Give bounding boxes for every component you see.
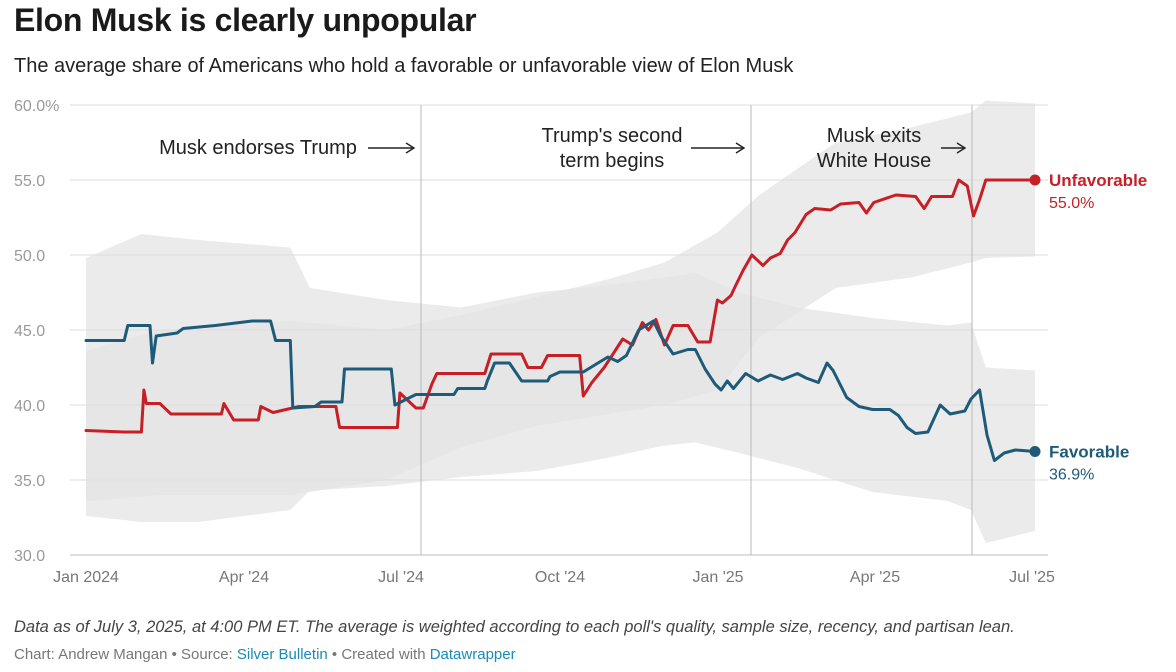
series-lines xyxy=(84,174,1041,462)
credits-created: • Created with xyxy=(327,646,430,663)
unfavorable-line xyxy=(84,178,1037,434)
x-tick-label: Jan 2024 xyxy=(53,569,119,586)
favorable-end-dot xyxy=(1029,446,1041,457)
favorable-value-label: 36.9% xyxy=(1049,467,1094,484)
unfavorable-value-label: 55.0% xyxy=(1049,195,1094,212)
x-tick-label: Jul '25 xyxy=(1009,569,1055,586)
x-tick-label: Apr '25 xyxy=(850,569,900,586)
y-tick-label: 35.0 xyxy=(14,473,45,490)
x-tick-label: Jul '24 xyxy=(378,569,424,586)
y-tick-label: 45.0 xyxy=(14,323,45,340)
credits-author: Chart: Andrew Mangan • Source: xyxy=(14,646,237,663)
y-tick-label: 30.0 xyxy=(14,548,45,565)
y-tick-label: 60.0% xyxy=(14,98,59,115)
annotation-text: term begins xyxy=(560,150,665,172)
chart-title: Elon Musk is clearly unpopular xyxy=(14,2,477,38)
chart-grid: 60.0% 55.0 50.0 45.0 40.0 35.0 30.0 Jan 2024 Apr… xyxy=(14,98,1055,586)
line-chart: 60.0% 55.0 50.0 45.0 40.0 35.0 30.0 Jan 2024 Apr… xyxy=(14,98,1147,586)
annotation-text: Musk endorses Trump xyxy=(159,137,357,159)
y-tick-label: 50.0 xyxy=(14,248,45,265)
favorable-series-label: Favorable xyxy=(1049,443,1129,462)
favorable-line xyxy=(84,319,1037,462)
unfavorable-series-label: Unfavorable xyxy=(1049,171,1147,190)
credits-line: Chart: Andrew Mangan • Source: Silver Bu… xyxy=(14,646,516,663)
annotation-text: Trump's second xyxy=(542,125,683,147)
annotation-text: White House xyxy=(817,150,932,172)
source-link[interactable]: Silver Bulletin xyxy=(236,646,328,663)
x-tick-label: Jan '25 xyxy=(692,569,743,586)
x-tick-label: Apr '24 xyxy=(219,569,269,586)
y-tick-label: 40.0 xyxy=(14,398,45,415)
annotation-arrowhead xyxy=(405,142,416,154)
annotation-lines: Musk endorses Trump Trump's second term be… xyxy=(159,105,973,555)
chart-labels: Unfavorable 55.0% Favorable 36.9% xyxy=(1049,171,1147,484)
annotation-arrowhead xyxy=(735,142,746,154)
datawrapper-link[interactable]: Datawrapper xyxy=(429,646,516,663)
annotation-text: Musk exits xyxy=(827,125,921,147)
annotation-arrowhead xyxy=(956,142,967,154)
y-tick-label: 55.0 xyxy=(14,173,45,190)
x-tick-label: Oct '24 xyxy=(535,569,585,586)
chart-subtitle: The average share of Americans who hold … xyxy=(14,55,794,77)
data-note: Data as of July 3, 2025, at 4:00 PM ET. … xyxy=(14,618,1015,636)
unfavorable-end-dot xyxy=(1029,174,1041,186)
